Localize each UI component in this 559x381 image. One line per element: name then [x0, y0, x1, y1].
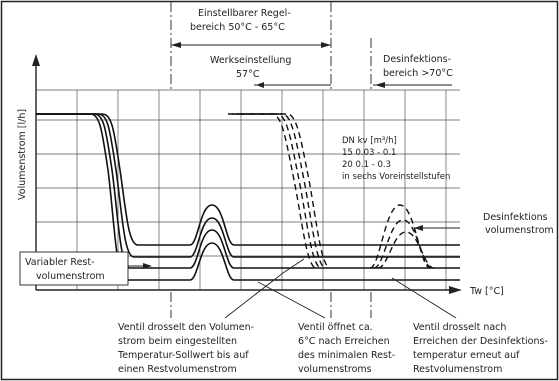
y-axis-arrowhead — [32, 54, 40, 66]
lower-markers — [170, 292, 372, 318]
factory-setting-value: 57°C — [236, 69, 260, 80]
note-3-line-4: Restvolumenstrom — [413, 364, 502, 375]
variable-residual-line-1: Variabler Rest- — [25, 257, 95, 268]
disinfection-bump-3 — [377, 231, 435, 269]
variable-residual-line-2: volumenstrom — [36, 271, 105, 282]
note-3-line-1: Ventil drosselt nach — [413, 322, 506, 333]
range-markers — [170, 2, 452, 90]
kv-table-note: in sechs Voreinstellstufen — [342, 172, 450, 182]
note-2-line-2: 6°C nach Erreichen — [298, 336, 390, 347]
kv-table-row-dn20: 20 0.1 - 0.3 — [342, 160, 391, 170]
variable-residual-arrow — [143, 263, 152, 269]
dashed-curve-4 — [240, 113, 331, 269]
note-1-line-3: Temperatur-Sollwert bis auf — [117, 350, 249, 361]
y-axis-label: Volumenstrom [l/h] — [17, 109, 28, 200]
note-2-line-1: Ventil öffnet ca. — [298, 322, 373, 333]
note-2-line-3: des minimalen Rest- — [298, 350, 395, 361]
note-1-line-4: einen Restvolumenstrom — [118, 364, 237, 375]
flow-curve-middle — [36, 113, 460, 258]
range-arrow-left — [171, 42, 181, 48]
dashed-flow-curves — [228, 113, 435, 269]
note-2-line-4: volumenstroms — [298, 364, 372, 375]
x-axis-arrowhead — [449, 286, 462, 294]
disinfection-range-arrow — [375, 82, 385, 88]
note-1-line-1: Ventil drosselt den Volumen- — [118, 322, 254, 333]
leader-lines — [128, 227, 460, 319]
disinfection-flow-line-2: volumenstrom — [485, 225, 554, 236]
disinfection-range-line-1: Desinfektions- — [383, 54, 451, 65]
factory-arrow — [256, 82, 264, 88]
disinfection-bump-1 — [369, 204, 431, 269]
disinfection-flow-arrow — [414, 225, 423, 231]
dashed-curve-3 — [236, 113, 326, 269]
disinfection-range-line-2: bereich >70°C — [383, 68, 453, 79]
disinfection-flow-line-1: Desinfektions — [483, 212, 548, 223]
variable-residual-box — [19, 251, 129, 286]
flow-curve-top — [36, 113, 460, 246]
kv-table-header: DN kv [m³/h] — [342, 136, 397, 146]
factory-setting-label: Werkseinstellung — [210, 55, 291, 66]
note-3-line-2: Erreichen der Desinfektions- — [413, 336, 548, 347]
kv-table-row-dn15: 15 0.03 - 0.1 — [342, 148, 396, 158]
adjustable-range-line-2: bereich 50°C - 65°C — [190, 22, 285, 33]
dashed-curve-1 — [228, 113, 316, 269]
note-1-line-2: strom beim eingestellten — [118, 336, 237, 347]
range-arrow-right — [321, 42, 331, 48]
dashed-curve-2 — [232, 113, 321, 269]
flow-curve-lower — [36, 113, 460, 269]
x-axis-label: Tw [°C] — [469, 286, 504, 297]
note-3-line-3: temperatur erneut auf — [413, 350, 520, 361]
axes — [35, 58, 455, 291]
adjustable-range-line-1: Einstellbarer Regel- — [198, 8, 291, 19]
